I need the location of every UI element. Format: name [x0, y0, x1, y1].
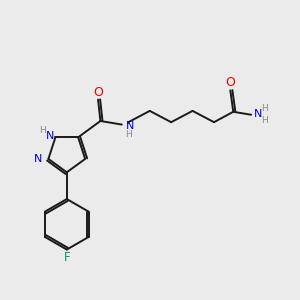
Text: H: H — [261, 116, 268, 125]
Text: N: N — [46, 131, 54, 141]
Text: N: N — [34, 154, 42, 164]
Text: H: H — [261, 104, 268, 113]
Text: O: O — [225, 76, 235, 89]
Text: F: F — [64, 251, 70, 264]
Text: H: H — [40, 126, 46, 135]
Text: N: N — [254, 109, 262, 119]
Text: H: H — [125, 130, 132, 139]
Text: O: O — [93, 86, 103, 99]
Text: N: N — [125, 121, 134, 131]
